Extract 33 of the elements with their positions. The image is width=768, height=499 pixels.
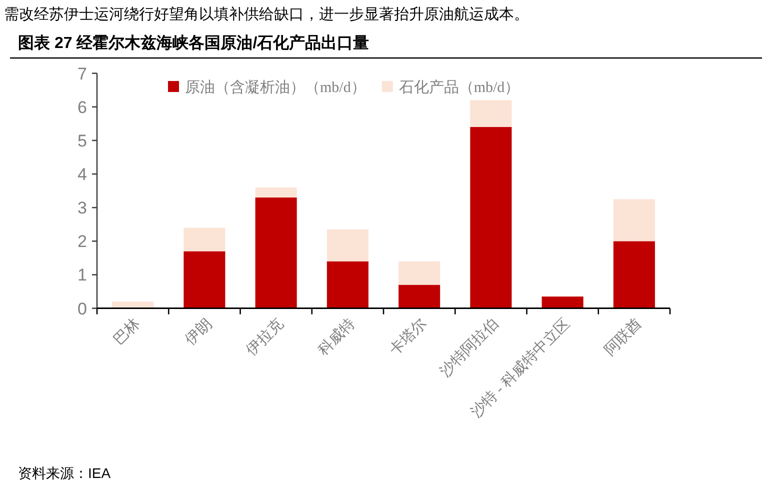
y-tick-label: 5 bbox=[78, 131, 87, 150]
bar bbox=[470, 127, 512, 308]
text: 资料来源：IEA bbox=[18, 465, 112, 481]
chart-title: 图表 27 经霍尔木兹海峡各国原油/石化产品出口量 bbox=[18, 34, 370, 52]
bar bbox=[326, 229, 368, 262]
bar bbox=[613, 199, 655, 242]
bar bbox=[326, 261, 368, 308]
x-tick-label: 卡塔尔 bbox=[386, 315, 430, 359]
y-tick-label: 2 bbox=[78, 232, 87, 252]
legend-label: 原油（含凝析油）（mb/d） bbox=[185, 79, 366, 96]
bar bbox=[398, 261, 440, 285]
x-tick-label: 科威特 bbox=[314, 315, 359, 359]
bar bbox=[184, 228, 226, 252]
bar bbox=[542, 296, 584, 308]
bar bbox=[613, 241, 655, 308]
x-tick-label: 沙特阿拉伯 bbox=[436, 315, 502, 380]
bar bbox=[255, 198, 297, 308]
y-tick-label: 1 bbox=[78, 266, 87, 285]
legend-label: 石化产品（mb/d） bbox=[398, 79, 520, 96]
x-tick-label: 阿联酋 bbox=[601, 315, 646, 359]
x-tick-label: 伊拉克 bbox=[243, 315, 287, 359]
bar bbox=[255, 187, 297, 198]
y-tick-label: 6 bbox=[78, 98, 87, 117]
bar bbox=[184, 251, 226, 308]
y-tick-label: 7 bbox=[78, 64, 87, 84]
y-tick-label: 0 bbox=[78, 299, 87, 318]
bar bbox=[470, 100, 512, 128]
x-tick-label: 伊朗 bbox=[182, 315, 216, 348]
x-tick-label: 巴林 bbox=[110, 315, 144, 348]
y-tick-label: 4 bbox=[78, 165, 87, 184]
bar bbox=[398, 284, 440, 308]
y-tick-label: 3 bbox=[78, 198, 87, 218]
text: 需改经苏伊士运河绕行好望角以填补供给缺口，进一步显著抬升原油航运成本。 bbox=[4, 6, 529, 23]
